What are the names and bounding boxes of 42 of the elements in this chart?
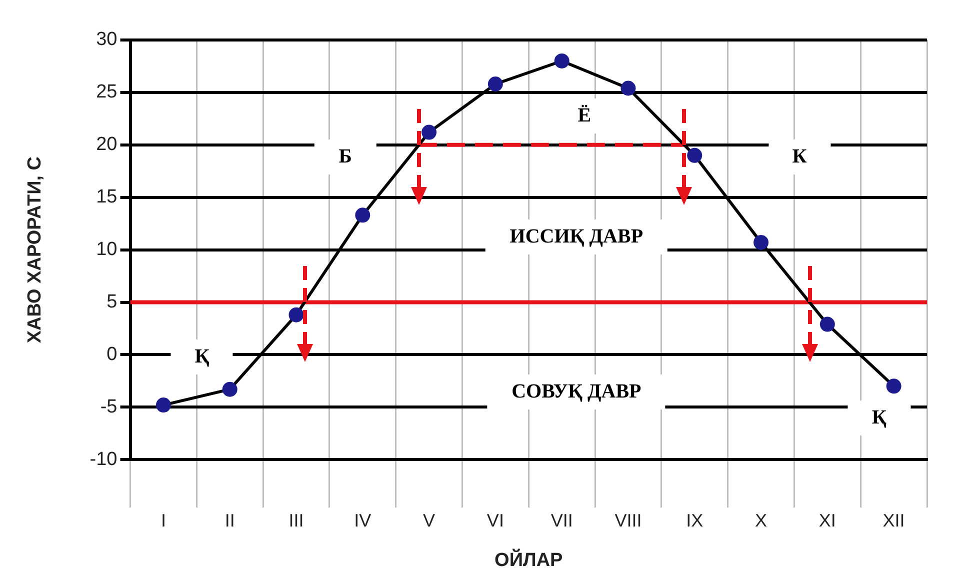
annotation: Қ [848, 400, 910, 436]
point [422, 124, 437, 140]
annotation: СОВУҚ ДАВР [488, 374, 666, 410]
y-tick-label: 0 [106, 344, 118, 365]
annotation: ИССИҚ ДАВР [486, 220, 668, 255]
x-tick-label: I [160, 510, 166, 530]
point [488, 76, 503, 92]
x-tick-label: VI [486, 510, 504, 530]
x-tick-label: V [423, 510, 436, 530]
point [288, 307, 304, 322]
x-tick-label: III [288, 510, 304, 530]
x-tick-label: VII [550, 510, 573, 530]
point [687, 148, 702, 163]
point [156, 398, 171, 413]
x-tick-label: XII [882, 510, 905, 530]
x-tick-label: XI [818, 510, 836, 530]
point [620, 80, 636, 96]
y-tick-label: 5 [106, 291, 118, 312]
x-tick-label: II [224, 510, 235, 530]
y-axis-title: ХАВО ХАРОРАТИ, С [24, 156, 46, 344]
point [355, 208, 370, 223]
x-tick-label: VIII [614, 510, 642, 530]
annotation: Қ [170, 339, 234, 374]
y-tick-label: 20 [96, 134, 118, 156]
y-tick-label: -10 [90, 448, 118, 470]
y-tick-label: 10 [96, 239, 118, 260]
point [554, 53, 570, 68]
x-tick-label: IV [354, 510, 372, 530]
annotation: Ё [554, 98, 616, 134]
x-axis-title: ОЙЛАР [494, 548, 564, 571]
y-tick-label: 15 [96, 186, 118, 208]
annotation: Б [314, 140, 376, 175]
point [754, 234, 769, 250]
point [886, 378, 902, 394]
annotation: К [768, 140, 831, 175]
x-tick-label: X [755, 510, 768, 530]
x-tick-label: IX [686, 510, 704, 530]
y-tick-label: -5 [100, 396, 118, 418]
y-tick-label: 25 [96, 82, 118, 103]
point [820, 316, 835, 332]
y-tick-label: 30 [96, 29, 118, 50]
point [222, 382, 238, 397]
